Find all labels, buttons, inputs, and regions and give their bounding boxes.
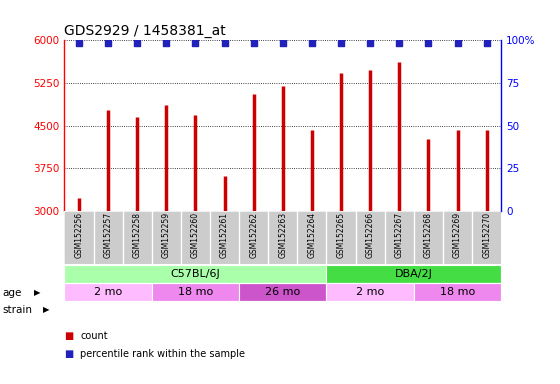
Text: GSM152268: GSM152268	[424, 212, 433, 258]
Text: 26 mo: 26 mo	[265, 287, 300, 297]
Point	[307, 40, 316, 46]
Text: GSM152263: GSM152263	[278, 212, 287, 258]
Text: ▶: ▶	[43, 305, 49, 314]
Bar	[64, 265, 326, 283]
Bar	[414, 283, 501, 301]
Point	[220, 40, 229, 46]
Bar	[326, 265, 501, 283]
Text: 2 mo: 2 mo	[94, 287, 122, 297]
Text: GSM152270: GSM152270	[482, 212, 491, 258]
Text: GSM152265: GSM152265	[337, 212, 346, 258]
Point	[395, 40, 404, 46]
Bar	[64, 283, 152, 301]
Text: DBA/2J: DBA/2J	[395, 269, 433, 279]
Point	[133, 40, 142, 46]
Text: GSM152260: GSM152260	[191, 212, 200, 258]
Text: GSM152269: GSM152269	[453, 212, 462, 258]
Point	[424, 40, 433, 46]
Point	[366, 40, 375, 46]
Text: 2 mo: 2 mo	[356, 287, 384, 297]
Bar	[239, 283, 326, 301]
Text: GSM152266: GSM152266	[366, 212, 375, 258]
Point	[162, 40, 171, 46]
Text: GSM152267: GSM152267	[395, 212, 404, 258]
Text: 18 mo: 18 mo	[178, 287, 213, 297]
Bar	[152, 283, 239, 301]
Text: strain: strain	[3, 305, 33, 315]
Text: ■: ■	[64, 331, 74, 341]
Text: GSM152262: GSM152262	[249, 212, 258, 258]
Point	[104, 40, 113, 46]
Text: GSM152264: GSM152264	[307, 212, 316, 258]
Text: GSM152256: GSM152256	[74, 212, 83, 258]
Point	[482, 40, 491, 46]
Point	[249, 40, 258, 46]
Text: GSM152261: GSM152261	[220, 212, 229, 258]
Point	[191, 40, 200, 46]
Text: count: count	[80, 331, 108, 341]
Bar	[326, 283, 414, 301]
Text: GSM152257: GSM152257	[104, 212, 113, 258]
Point	[337, 40, 346, 46]
Text: ▶: ▶	[34, 288, 41, 297]
Text: GSM152258: GSM152258	[133, 212, 142, 258]
Point	[453, 40, 462, 46]
Text: GSM152259: GSM152259	[162, 212, 171, 258]
Point	[278, 40, 287, 46]
Text: GDS2929 / 1458381_at: GDS2929 / 1458381_at	[64, 24, 226, 38]
Text: 18 mo: 18 mo	[440, 287, 475, 297]
Text: percentile rank within the sample: percentile rank within the sample	[80, 349, 245, 359]
Text: C57BL/6J: C57BL/6J	[171, 269, 220, 279]
Text: age: age	[3, 288, 22, 298]
Text: ■: ■	[64, 349, 74, 359]
Point	[74, 40, 83, 46]
